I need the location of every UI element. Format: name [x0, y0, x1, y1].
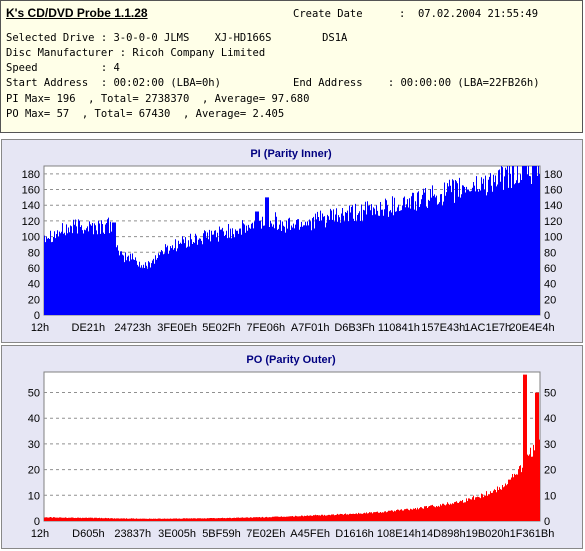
po-y-tick-right: 20 [544, 465, 556, 477]
po-x-tick-label: 5BF59h [202, 528, 241, 540]
pi-chart-title: PI (Parity Inner) [250, 148, 332, 160]
po-x-tick-label: 12h [31, 528, 49, 540]
po-chart-panel: PO (Parity Outer) 0 0 10 10 20 20 30 30 40 40 50 50 1… [1, 345, 583, 549]
pi-x-tick-label: 24723h [114, 322, 151, 334]
pi-x-tick-label: 5E02Fh [202, 322, 241, 334]
po-y-tick-right: 0 [544, 516, 550, 528]
pi-y-tick-left: 0 [34, 310, 40, 322]
po-y-tick-left: 30 [28, 439, 40, 451]
pi-x-tick-label: 110841h [378, 322, 420, 334]
pi-x-tick-label: D6B3Fh [334, 322, 374, 334]
po-x-tick-label: 108E14h [377, 528, 421, 540]
po-x-tick-label: D605h [72, 528, 104, 540]
pi-summary-line: PI Max= 196 , Total= 2738370 , Average= … [6, 93, 310, 105]
po-x-tick-label: 7E02Eh [246, 528, 285, 540]
po-y-tick-left: 40 [28, 413, 40, 425]
po-y-tick-right: 30 [544, 439, 556, 451]
pi-y-tick-right: 140 [544, 200, 562, 212]
pi-x-tick-label: A7F01h [291, 322, 330, 334]
po-y-tick-right: 40 [544, 413, 556, 425]
pi-y-tick-left: 40 [28, 279, 40, 291]
start-address-line: Start Address : 00:02:00 (LBA=0h) [6, 77, 221, 89]
pi-y-tick-right: 0 [544, 310, 550, 322]
po-y-tick-left: 10 [28, 490, 40, 502]
pi-chart-panel: PI (Parity Inner) 0 0 20 20 40 40 60 60 80 80 100 10… [1, 139, 583, 343]
po-y-tick-left: 20 [28, 465, 40, 477]
pi-y-tick-left: 60 [28, 263, 40, 275]
po-x-tick-label: 19B020h [466, 528, 510, 540]
po-summary-line: PO Max= 57 , Total= 67430 , Average= 2.4… [6, 108, 285, 120]
po-x-tick-label: 14D898h [421, 528, 466, 540]
po-series-area [44, 374, 540, 521]
pi-y-tick-right: 120 [544, 216, 562, 228]
pi-y-tick-right: 100 [544, 232, 562, 244]
selected-drive-line: Selected Drive : 3-0-0-0 JLMS XJ-HD166S … [6, 32, 348, 44]
po-x-tick-label: D1616h [335, 528, 374, 540]
pi-x-tick-label: 20E4E4h [509, 322, 554, 334]
po-y-tick-left: 50 [28, 388, 40, 400]
po-y-tick-right: 10 [544, 490, 556, 502]
pi-x-tick-label: 157E43h [421, 322, 465, 334]
speed-line: Speed : 4 [6, 62, 120, 74]
pi-y-tick-left: 140 [22, 200, 40, 212]
disc-info-panel: K's CD/DVD Probe 1.1.28 Create Date : 07… [0, 0, 583, 133]
disc-manufacturer-line: Disc Manufacturer : Ricoh Company Limite… [6, 47, 266, 59]
po-x-tick-label: 23837h [114, 528, 151, 540]
po-chart-title: PO (Parity Outer) [246, 354, 336, 366]
app-title: K's CD/DVD Probe 1.1.28 [6, 6, 148, 20]
pi-y-tick-right: 60 [544, 263, 556, 275]
po-x-tick-label: 3E005h [158, 528, 196, 540]
po-x-tick-label: 1F361Bh [510, 528, 555, 540]
pi-y-tick-left: 100 [22, 232, 40, 244]
pi-y-tick-right: 80 [544, 247, 556, 259]
pi-y-tick-left: 20 [28, 294, 40, 306]
pi-x-tick-label: 12h [31, 322, 49, 334]
pi-x-tick-label: 1AC1E7h [464, 322, 511, 334]
pi-y-tick-left: 160 [22, 185, 40, 197]
po-x-tick-label: A45FEh [290, 528, 330, 540]
pi-y-tick-left: 180 [22, 169, 40, 181]
pi-y-tick-right: 160 [544, 185, 562, 197]
pi-y-tick-right: 20 [544, 294, 556, 306]
pi-y-tick-right: 40 [544, 279, 556, 291]
create-date-value: : 07.02.2004 21:55:49 [399, 8, 539, 20]
po-y-tick-left: 0 [34, 516, 40, 528]
pi-y-tick-right: 180 [544, 169, 562, 181]
pi-x-tick-label: DE21h [72, 322, 106, 334]
end-address-line: End Address : 00:00:00 (LBA=22FB26h) [293, 77, 540, 89]
pi-x-tick-label: 3FE0Eh [157, 322, 197, 334]
po-chart: PO (Parity Outer) 0 0 10 10 20 20 30 30 40 40 50 50 1… [28, 354, 557, 540]
pi-series-area [44, 166, 540, 315]
create-date-label: Create Date [293, 8, 363, 20]
po-plot-area [43, 371, 541, 522]
pi-chart: PI (Parity Inner) 0 0 20 20 40 40 60 60 80 80 100 10… [22, 148, 563, 334]
pi-y-tick-left: 120 [22, 216, 40, 228]
po-y-tick-right: 50 [544, 388, 556, 400]
pi-y-tick-left: 80 [28, 247, 40, 259]
pi-x-tick-label: 7FE06h [247, 322, 286, 334]
